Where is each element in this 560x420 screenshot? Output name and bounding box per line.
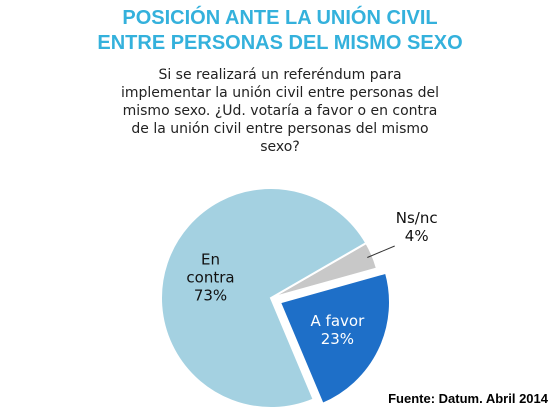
survey-question-line-4: de la unión civil entre personas del mis… bbox=[131, 121, 429, 137]
slice-label-en-contra: En bbox=[201, 251, 220, 269]
pie-slice-en-contra bbox=[160, 187, 368, 409]
survey-question-line-2: implementar la unión civil entre persona… bbox=[120, 85, 440, 101]
survey-question-line-5: sexo? bbox=[260, 139, 300, 155]
slice-value-a-favor: 23% bbox=[321, 330, 354, 348]
leader-line-ns-nc bbox=[367, 245, 395, 258]
slice-label-en-contra: contra bbox=[186, 269, 234, 287]
slice-label-ns-nc: Ns/nc bbox=[396, 209, 438, 227]
slice-value-ns-nc: 4% bbox=[405, 227, 429, 245]
chart-title-line-1: POSICIÓN ANTE LA UNIÓN CIVIL bbox=[122, 7, 438, 29]
source-note: Fuente: Datum. Abril 2014 bbox=[388, 391, 548, 406]
slice-value-en-contra: 73% bbox=[194, 287, 227, 305]
survey-question-line-1: Si se realizará un referéndum para bbox=[158, 67, 402, 83]
survey-question: Si se realizará un referéndum para imple… bbox=[110, 66, 450, 156]
chart-title-line-2: ENTRE PERSONAS DEL MISMO SEXO bbox=[97, 32, 463, 54]
survey-question-line-3: mismo sexo. ¿Ud. votaría a favor o en co… bbox=[122, 103, 438, 119]
chart-title: POSICIÓN ANTE LA UNIÓN CIVIL ENTRE PERSO… bbox=[0, 6, 560, 56]
slice-label-a-favor: A favor bbox=[311, 312, 366, 330]
pie-slice-a-favor bbox=[278, 271, 391, 406]
